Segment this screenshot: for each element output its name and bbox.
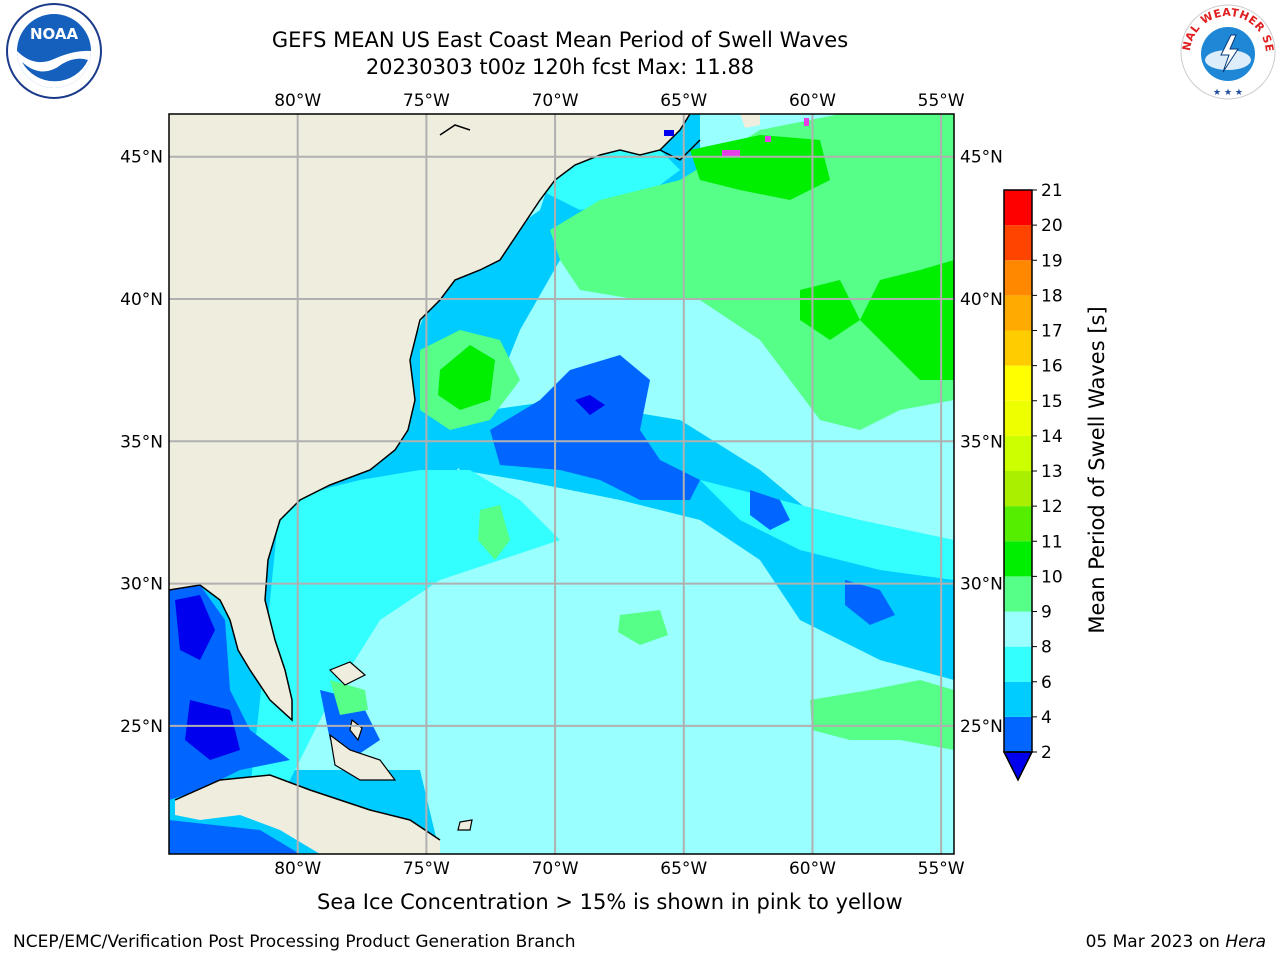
map-tick-labels: 80°W 80°W 75°W 75°W 70°W 70°W 65°W 65°W 60°W 60°W…: [120, 91, 1003, 879]
lat-tick-label-left: 35°N: [120, 432, 163, 452]
colorbar-segment: [1004, 506, 1032, 542]
colorbar-segment: [1004, 330, 1032, 366]
lon-tick-label-bottom: 60°W: [789, 859, 836, 879]
colorbar: 2 4 6 8 9 10 11 12 13 14 15 16 17 18 19 20 21: [1002, 181, 1063, 782]
lon-tick-label-top: 60°W: [789, 91, 836, 111]
lat-tick-label-left: 40°N: [120, 290, 163, 310]
colorbar-under-arrow: [1002, 751, 1034, 782]
lat-tick-label-right: 25°N: [960, 717, 1003, 737]
map-subtitle: 20230303 t00z 120h fcst Max: 11.88: [365, 55, 755, 79]
lon-tick-label-top: 75°W: [403, 91, 450, 111]
lon-tick-label-bottom: 65°W: [660, 859, 707, 879]
sea-ice-patches: [664, 118, 809, 157]
swell-band-9-10s: [330, 114, 954, 750]
nws-logo-icon: NATIONAL WEATHER SERVICE ★ ★ ★: [1178, 2, 1276, 100]
colorbar-tick-label: 14: [1041, 427, 1063, 447]
colorbar-segment: [1004, 260, 1032, 296]
colorbar-segment: [1004, 225, 1032, 261]
lat-tick-label-right: 35°N: [960, 432, 1003, 452]
colorbar-segment: [1004, 646, 1032, 682]
colorbar-segment: [1004, 435, 1032, 471]
colorbar-tick-label: 16: [1041, 357, 1063, 377]
lon-tick-label-bottom: 80°W: [274, 859, 321, 879]
footer-host: Hera: [1225, 932, 1266, 952]
land-mass: [169, 114, 760, 854]
lon-tick-label-bottom: 55°W: [918, 859, 965, 879]
lon-tick-label-top: 70°W: [532, 91, 579, 111]
coastline: [169, 114, 701, 841]
noaa-logo-text: NOAA: [30, 25, 79, 43]
lat-tick-label-left: 25°N: [120, 717, 163, 737]
colorbar-tick-label: 8: [1041, 638, 1052, 658]
sea-ice-note: Sea Ice Concentration > 15% is shown in …: [317, 890, 903, 914]
colorbar-title: Mean Period of Swell Waves [s]: [1085, 306, 1109, 634]
colorbar-segment: [1004, 471, 1032, 507]
footer-date: 05 Mar 2023 on Hera: [1086, 932, 1266, 952]
colorbar-tick-label: 10: [1041, 567, 1063, 587]
colorbar-tick-label: 18: [1041, 286, 1063, 306]
colorbar-tick-label: 21: [1041, 181, 1063, 201]
colorbar-segment: [1004, 716, 1032, 752]
colorbar-tick-label: 6: [1041, 673, 1052, 693]
swell-band-under-2s: [175, 395, 605, 760]
lat-tick-label-left: 45°N: [120, 148, 163, 168]
colorbar-tick-label: 4: [1041, 708, 1052, 728]
lon-tick-label-bottom: 75°W: [403, 859, 450, 879]
map-gridlines: [169, 114, 954, 854]
colorbar-segment: [1004, 400, 1032, 436]
lat-tick-label-right: 30°N: [960, 575, 1003, 595]
noaa-logo-icon: NOAA: [6, 3, 102, 99]
lat-tick-label-right: 40°N: [960, 290, 1003, 310]
lon-tick-label-top: 80°W: [274, 91, 321, 111]
lat-tick-label-right: 45°N: [960, 148, 1003, 168]
colorbar-tick-label: 19: [1041, 251, 1063, 271]
colorbar-segment: [1004, 190, 1032, 226]
colorbar-segment: [1004, 611, 1032, 647]
colorbar-tick-label: 17: [1041, 322, 1063, 342]
colorbar-segment: [1004, 365, 1032, 401]
lat-tick-label-left: 30°N: [120, 575, 163, 595]
colorbar-tick-label: 2: [1041, 743, 1052, 763]
map-title: GEFS MEAN US East Coast Mean Period of S…: [271, 28, 849, 52]
footer-credit: NCEP/EMC/Verification Post Processing Pr…: [13, 932, 576, 952]
colorbar-tick-label: 15: [1041, 392, 1063, 412]
lon-tick-label-top: 55°W: [918, 91, 965, 111]
colorbar-segment: [1004, 681, 1032, 717]
colorbar-tick-label: 12: [1041, 497, 1063, 517]
map-plot-area: [169, 114, 954, 854]
colorbar-segment: [1004, 295, 1032, 331]
colorbar-segment: [1004, 576, 1032, 612]
lon-tick-label-bottom: 70°W: [532, 859, 579, 879]
map-frame: [168, 113, 955, 855]
lon-tick-label-top: 65°W: [660, 91, 707, 111]
colorbar-segment: [1004, 541, 1032, 577]
colorbar-tick-label: 11: [1041, 532, 1063, 552]
colorbar-tick-label: 20: [1041, 216, 1063, 236]
colorbar-tick-label: 13: [1041, 462, 1063, 482]
svg-text:★ ★ ★: ★ ★ ★: [1213, 88, 1243, 98]
footer-date-text: 05 Mar 2023 on: [1085, 932, 1226, 952]
colorbar-tick-label: 9: [1041, 603, 1052, 623]
